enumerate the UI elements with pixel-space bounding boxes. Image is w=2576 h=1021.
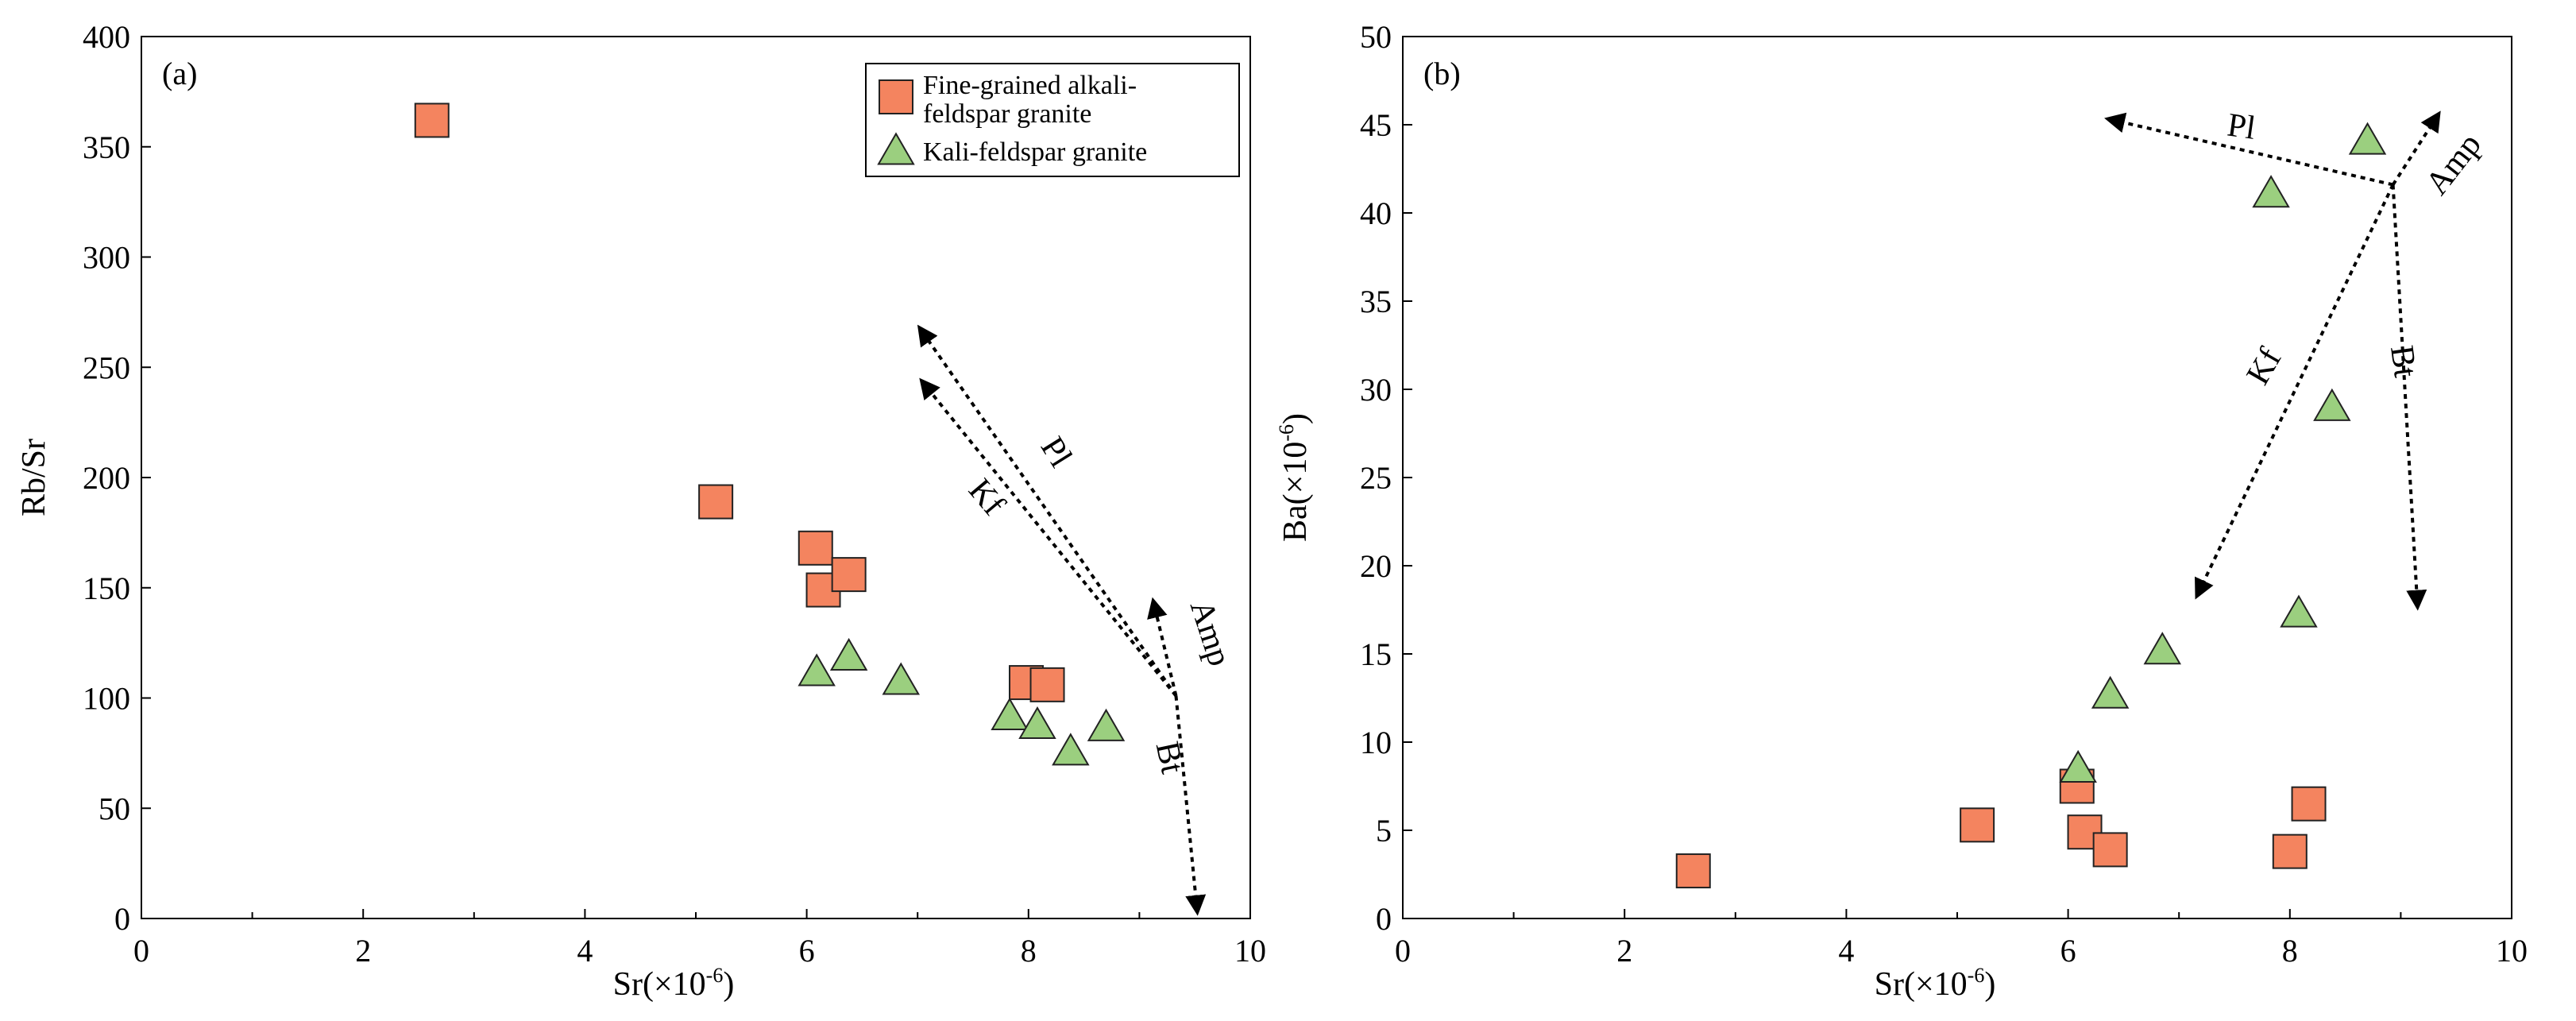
legend-label-0-line-0: Fine-grained alkali- xyxy=(923,71,1137,100)
marker-triangle-legend-1 xyxy=(877,132,915,165)
marker-square-0-0 xyxy=(1675,853,1711,889)
y-axis-title: Rb/Sr xyxy=(16,439,52,516)
marker-square-0-4 xyxy=(831,557,867,593)
y-tick-label: 40 xyxy=(1360,195,1392,231)
x-tick-label: 4 xyxy=(577,933,593,969)
y-tick-label: 25 xyxy=(1360,460,1392,496)
y-tick-label: 400 xyxy=(83,19,130,55)
marker-triangle-1-1 xyxy=(2091,675,2130,709)
y-tick-label: 45 xyxy=(1360,107,1392,143)
panel-label: (a) xyxy=(162,56,197,91)
marker-triangle-1-0 xyxy=(798,653,836,686)
y-tick-label: 50 xyxy=(1360,19,1392,55)
legend-box xyxy=(865,63,1240,177)
vector-bt-label: Bt xyxy=(1149,738,1191,777)
vector-kf-label: Kf xyxy=(2240,342,2289,391)
plot-frame xyxy=(1402,36,2512,919)
y-tick-label: 0 xyxy=(1376,901,1392,937)
x-tick-label: 10 xyxy=(2496,933,2528,969)
y-tick-label: 200 xyxy=(83,460,130,496)
marker-triangle-1-5 xyxy=(2313,388,2351,421)
marker-triangle-1-4 xyxy=(2280,594,2318,628)
vector-kf-arrow xyxy=(919,377,1178,697)
marker-square-0-4 xyxy=(2092,832,2128,868)
marker-square-0-5 xyxy=(2272,833,2308,869)
y-tick-label: 300 xyxy=(83,240,130,276)
vector-bt-arrow xyxy=(2391,184,2427,611)
marker-triangle-1-0 xyxy=(2059,749,2097,783)
x-axis-title: Sr(×10-6) xyxy=(1875,964,1996,1003)
marker-triangle-1-1 xyxy=(829,637,868,671)
x-tick-label: 10 xyxy=(1234,933,1266,969)
vector-amp-label: Amp xyxy=(1183,596,1238,671)
marker-square-0-1 xyxy=(1960,807,1995,843)
vector-amp-label: Amp xyxy=(2419,126,2489,202)
marker-triangle-1-2 xyxy=(882,662,920,695)
vector-amp-arrow xyxy=(1147,597,1178,697)
y-tick-label: 35 xyxy=(1360,284,1392,319)
y-tick-label: 20 xyxy=(1360,548,1392,584)
panel-label: (b) xyxy=(1423,56,1461,91)
y-axis-title: Ba(×10-6) xyxy=(1275,413,1314,542)
x-tick-label: 6 xyxy=(2060,933,2076,969)
x-tick-label: 6 xyxy=(799,933,815,969)
marker-square-0-2 xyxy=(798,530,833,566)
x-tick-label: 0 xyxy=(133,933,149,969)
vector-kf-arrow xyxy=(2195,184,2395,600)
legend-label-1-line-0: Kali-feldspar granite xyxy=(923,137,1147,167)
x-tick-label: 2 xyxy=(355,933,371,969)
y-tick-label: 0 xyxy=(114,901,130,937)
vector-pl-label: Pl xyxy=(2225,106,2257,146)
y-tick-label: 100 xyxy=(83,681,130,717)
marker-square-0-6 xyxy=(1029,667,1065,702)
legend-label-0-line-1: feldspar granite xyxy=(923,99,1091,129)
y-tick-label: 350 xyxy=(83,130,130,165)
marker-square-legend-0 xyxy=(879,79,913,114)
vector-bt-label: Bt xyxy=(2383,343,2423,380)
y-tick-label: 10 xyxy=(1360,725,1392,760)
marker-square-0-6 xyxy=(2291,786,2327,822)
y-tick-label: 150 xyxy=(83,570,130,606)
x-tick-label: 4 xyxy=(1838,933,1854,969)
y-tick-label: 50 xyxy=(98,791,130,826)
marker-triangle-1-2 xyxy=(2143,632,2181,665)
y-tick-label: 15 xyxy=(1360,636,1392,672)
marker-triangle-1-6 xyxy=(1087,708,1126,741)
vector-pl-label: Pl xyxy=(1033,431,1079,474)
vector-bt-arrow xyxy=(1174,695,1207,916)
vector-kf-label: Kf xyxy=(961,472,1012,523)
marker-square-0-0 xyxy=(414,102,450,138)
marker-triangle-1-3 xyxy=(2252,175,2290,208)
panel-a: 0 2 4 6 8 10050100150200250300350400Sr(×10-6)… xyxy=(16,19,1266,1003)
y-tick-label: 30 xyxy=(1360,372,1392,408)
x-tick-label: 8 xyxy=(2282,933,2298,969)
panel-b: 0 2 4 6 8 10 0 5 10 15 20 25 30 35 40 45 50 Sr(×10-6) Ba(×… xyxy=(1275,19,2528,1003)
marker-square-0-1 xyxy=(698,484,734,520)
legend: Fine-grained alkali-feldspar granite Kali… xyxy=(865,63,1240,177)
y-tick-label: 250 xyxy=(83,350,130,385)
marker-triangle-1-5 xyxy=(1052,733,1090,766)
vector-pl-arrow xyxy=(917,324,1178,697)
x-axis-title: Sr(×10-6) xyxy=(613,964,735,1003)
x-tick-label: 2 xyxy=(1616,933,1632,969)
vector-pl-arrow xyxy=(2104,112,2394,187)
vector-amp-arrow xyxy=(2391,110,2441,186)
x-tick-label: 8 xyxy=(1021,933,1037,969)
x-tick-label: 0 xyxy=(1395,933,1411,969)
marker-triangle-1-3 xyxy=(991,697,1029,730)
y-tick-label: 5 xyxy=(1376,813,1392,849)
marker-triangle-1-4 xyxy=(1018,706,1056,740)
marker-triangle-1-6 xyxy=(2348,122,2387,155)
